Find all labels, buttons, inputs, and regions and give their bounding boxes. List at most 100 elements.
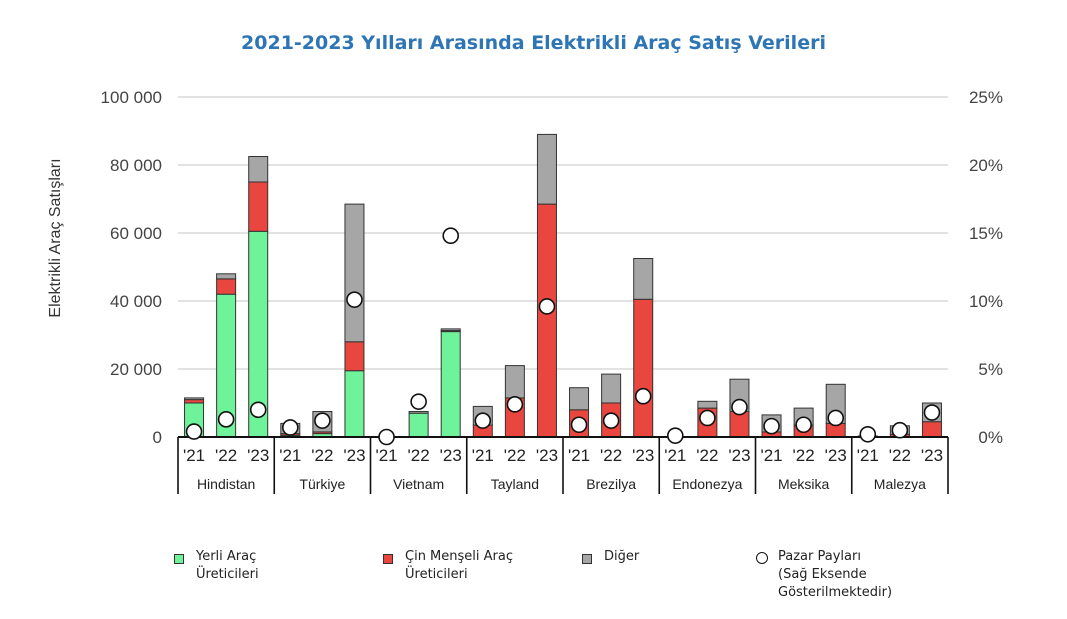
x-tick-label: '21 (183, 446, 205, 465)
y2-tick-label: 10% (969, 292, 1003, 311)
market-share-point (442, 227, 460, 245)
bar-segment (248, 181, 269, 232)
market-share-point (538, 298, 556, 315)
x-tick-label: '23 (632, 446, 654, 465)
market-share-point (634, 387, 652, 405)
x-tick-label: '21 (279, 446, 301, 465)
y-tick-label: 60 000 (110, 224, 162, 243)
x-tick-label: '22 (889, 446, 911, 465)
x-tick-label: '22 (600, 446, 622, 465)
market-share-point (570, 416, 588, 434)
bar-segment (440, 331, 461, 438)
x-tick-label: '21 (568, 446, 590, 465)
x-tick-label: '23 (825, 446, 847, 465)
market-share-point (474, 412, 492, 429)
x-tick-label: '22 (793, 446, 815, 465)
country-label: Meksika (778, 476, 830, 492)
legend-swatch-chinese (383, 554, 393, 564)
market-share-point (602, 412, 620, 429)
x-axis: '21 '22 '23 Hindistan '21 '22 '23 Türkiye '21 '22… (177, 436, 949, 494)
market-share-point (859, 425, 877, 443)
y-tick-label: 0 (153, 428, 162, 447)
bar-segment (440, 328, 461, 332)
y2-tick-label: 5% (978, 360, 1003, 379)
market-share-point (249, 401, 267, 419)
bar-segment (536, 133, 557, 205)
legend-marker-market-share (756, 552, 768, 564)
y2-tick-label: 20% (969, 156, 1003, 175)
legend-swatch-domestic (174, 554, 184, 564)
bar-segment (344, 370, 365, 438)
x-tick-label: '23 (536, 446, 558, 465)
bar-segment (569, 387, 590, 411)
market-share-point (314, 412, 331, 429)
bar-segment (216, 273, 237, 280)
x-tick-label: '21 (664, 446, 686, 465)
x-tick-label: '23 (728, 446, 750, 465)
bar-segment (633, 298, 654, 438)
bar-segment (601, 373, 622, 404)
market-share-point (763, 417, 780, 435)
bar-segment (504, 365, 525, 399)
x-tick-label: '23 (440, 446, 462, 465)
x-tick-label: '22 (408, 446, 430, 465)
country-label: Hindistan (197, 476, 255, 492)
x-tick-label: '21 (375, 446, 397, 465)
market-share-point (731, 398, 748, 416)
market-share-point (346, 291, 363, 308)
bar-segment (697, 400, 718, 409)
legend-label-market-share: Pazar Payları (Sağ Eksende Gösterilmekte… (778, 549, 893, 600)
bar-segment (216, 278, 237, 295)
bar-segment (408, 412, 429, 438)
y-axis-label: Elektrikli Araç Satışları (47, 158, 64, 317)
bar-segment (248, 156, 269, 183)
legend-swatch-other (582, 554, 592, 564)
market-share-point (699, 409, 716, 427)
bar-segment (921, 421, 942, 438)
bar-segment (536, 203, 557, 438)
market-share-point (891, 421, 909, 439)
chart: '21 '22 '23 Hindistan '21 '22 '23 Türkiye '21 '22… (47, 88, 1003, 494)
x-tick-label: '22 (215, 446, 237, 465)
bar-segment (633, 258, 654, 300)
y-tick-label: 20 000 (110, 360, 162, 379)
market-share-point (378, 428, 395, 446)
market-share-point (185, 423, 203, 440)
x-tick-label: '23 (343, 446, 365, 465)
x-tick-label: '21 (760, 446, 782, 465)
x-tick-label: '22 (504, 446, 526, 465)
country-label: Brezilya (586, 476, 636, 492)
bar-segment (408, 411, 429, 414)
y-tick-label: 100 000 (101, 88, 162, 107)
bars (184, 133, 942, 438)
market-share-point (281, 419, 299, 436)
x-tick-label: '22 (311, 446, 333, 465)
market-share-point (795, 416, 812, 434)
bar-segment (344, 341, 365, 372)
gridlines (178, 96, 948, 370)
bar-segment (184, 397, 205, 401)
country-label: Malezya (874, 476, 926, 492)
country-label: Tayland (491, 476, 539, 492)
market-share-markers (185, 227, 941, 446)
y2-tick-label: 15% (969, 224, 1003, 243)
x-tick-label: '23 (921, 446, 943, 465)
y2-tick-label: 0% (978, 428, 1003, 447)
chart-title: 2021-2023 Yılları Arasında Elektrikli Ar… (241, 32, 826, 54)
y-tick-label: 80 000 (110, 156, 162, 175)
market-share-point (923, 404, 941, 421)
legend-label-chinese: Çin Menşeli Araç Üreticileri (405, 549, 513, 582)
legend-label-other: Diğer (604, 549, 640, 564)
y-tick-label: 40 000 (110, 292, 162, 311)
market-share-point (410, 393, 427, 410)
market-share-point (827, 409, 845, 427)
x-tick-label: '23 (247, 446, 269, 465)
market-share-point (506, 396, 524, 413)
legend-label-domestic: Yerli Araç Üreticileri (196, 549, 259, 582)
x-tick-label: '22 (696, 446, 718, 465)
market-share-point (217, 411, 235, 428)
bar-segment (184, 399, 205, 404)
bar-segment (344, 203, 365, 343)
market-share-point (666, 427, 684, 444)
y-ticks: 0 0% 20 000 5% 40 000 10% 60 000 15% 80 000 20% 10… (101, 88, 1003, 447)
